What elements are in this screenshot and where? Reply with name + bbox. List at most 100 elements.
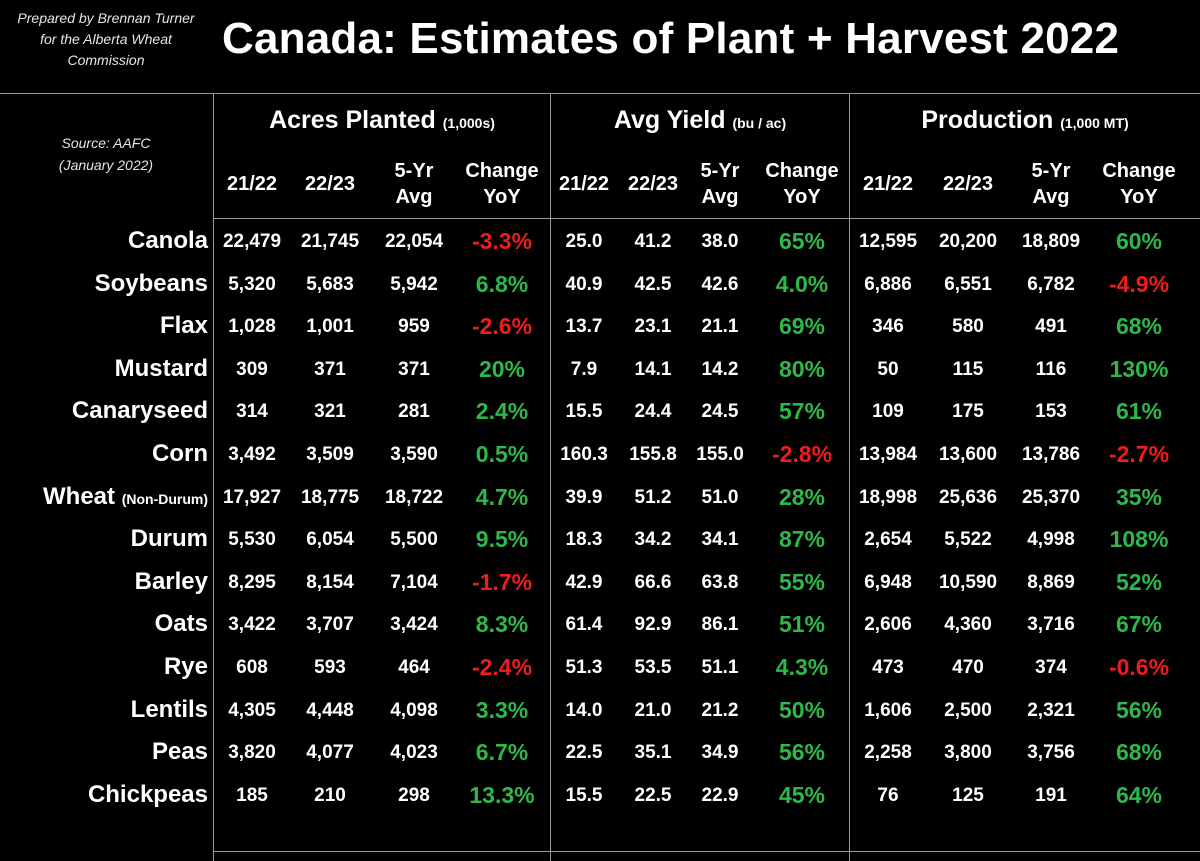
value-cell: 5,683 [306,273,354,295]
value-cell: 3,492 [228,444,276,465]
value-cell: 491 [1035,316,1067,338]
change-cell: 64% [1115,781,1163,808]
column-header-line: YoY [1120,186,1158,208]
value-cell: 61.4 [565,614,603,636]
column-header-line: Change [765,160,839,182]
value-cell: 21.0 [634,699,672,721]
change-cell: 13.3% [469,781,535,808]
column-header-line: 21/22 [558,173,610,195]
value-cell: 22,054 [384,231,444,252]
value-cell: 2,606 [864,614,912,636]
source-line: (January 2022) [58,157,154,173]
value-cell: 4,077 [306,742,354,764]
column-header: 5-Yr Avg [366,158,462,210]
value-cell: 1,606 [864,699,912,721]
value-cell: 298 [398,784,430,806]
value-cell: 2,500 [944,699,992,721]
change-cell: 52% [1115,568,1163,595]
value-cell: 14.2 [701,358,739,380]
value-cell: 14.1 [634,358,672,380]
value-cell: 51.0 [701,486,739,508]
column-header-line: Change [1102,160,1176,182]
change-cell: 20% [478,355,526,382]
change-cell: 68% [1115,313,1163,340]
value-cell: 7,104 [390,571,438,593]
crop-label: Rye [0,653,208,681]
value-cell: 3,422 [228,614,276,636]
column-header: 5-Yr Avg [672,158,768,210]
change-cell: 4.3% [775,654,829,680]
value-cell: 20,200 [938,231,998,252]
value-cell: 153 [1035,401,1067,423]
change-cell: -2.6% [471,313,533,340]
value-cell: 34.2 [634,529,672,551]
value-cell: 125 [952,784,984,806]
column-header: 5-Yr Avg [1003,158,1099,210]
group-label: Acres Planted [269,106,436,134]
value-cell: 25,370 [1021,486,1081,508]
column-header-line: 22/23 [304,173,356,195]
value-cell: 109 [872,401,904,423]
value-cell: 959 [398,316,430,338]
crop-name: Mustard [114,354,208,382]
value-cell: 42.5 [634,273,672,295]
value-cell: 5,320 [228,273,276,295]
value-cell: 3,509 [306,444,354,465]
change-cell: 4.0% [775,270,829,297]
value-cell: 5,522 [944,529,992,551]
value-cell: 155.8 [629,444,677,465]
value-cell: 8,295 [228,571,276,593]
value-cell: 2,654 [864,529,912,551]
value-cell: 18,775 [300,486,360,508]
divider-yield [550,94,551,861]
value-cell: 160.3 [560,444,608,465]
value-cell: 42.9 [565,571,603,593]
change-cell: 0.5% [475,441,529,467]
value-cell: 22,479 [222,231,282,252]
value-cell: 51.3 [565,657,603,678]
group-label: Production [921,106,1054,134]
value-cell: 25.0 [565,231,603,252]
value-cell: 17,927 [222,486,282,508]
value-cell: 13,786 [1021,444,1081,465]
group-unit: (bu / ac) [732,115,787,131]
change-cell: 8.3% [475,611,529,638]
value-cell: 50 [877,358,899,380]
value-cell: 38.0 [701,231,739,252]
value-cell: 464 [398,657,430,678]
value-cell: 3,756 [1027,742,1075,764]
value-cell: 23.1 [634,316,672,338]
value-cell: 473 [872,657,904,678]
divider-acres [213,94,214,861]
change-cell: 61% [1115,398,1163,425]
change-cell: 56% [1115,696,1163,723]
column-header: 22/23 [282,171,378,197]
column-header-line: 21/22 [226,173,278,195]
credit-line: Prepared by Brennan Turner [17,10,195,26]
value-cell: 22.9 [701,784,739,806]
change-cell: 35% [1115,483,1163,510]
group-header-acres: Acres Planted (1,000s) [214,106,550,135]
value-cell: 13,600 [938,444,998,465]
divider-production [849,94,850,861]
title-divider [0,93,1200,94]
value-cell: 66.6 [634,571,672,593]
crop-label: Peas [0,738,208,766]
value-cell: 309 [236,358,268,380]
value-cell: 374 [1035,657,1067,678]
change-cell: 87% [778,526,826,553]
credit-line: Commission [67,52,145,68]
crop-name: Oats [154,610,208,638]
group-unit: (1,000s) [442,115,495,131]
value-cell: 155.0 [696,444,744,465]
value-cell: 371 [398,358,430,380]
value-cell: 2,321 [1027,699,1075,721]
column-header: 21/22 [536,171,632,197]
group-label: Avg Yield [613,106,726,134]
value-cell: 470 [952,657,984,678]
value-cell: 210 [314,784,346,806]
value-cell: 371 [314,358,346,380]
value-cell: 15.5 [565,784,603,806]
value-cell: 21.1 [701,316,739,338]
value-cell: 6,782 [1027,273,1075,295]
